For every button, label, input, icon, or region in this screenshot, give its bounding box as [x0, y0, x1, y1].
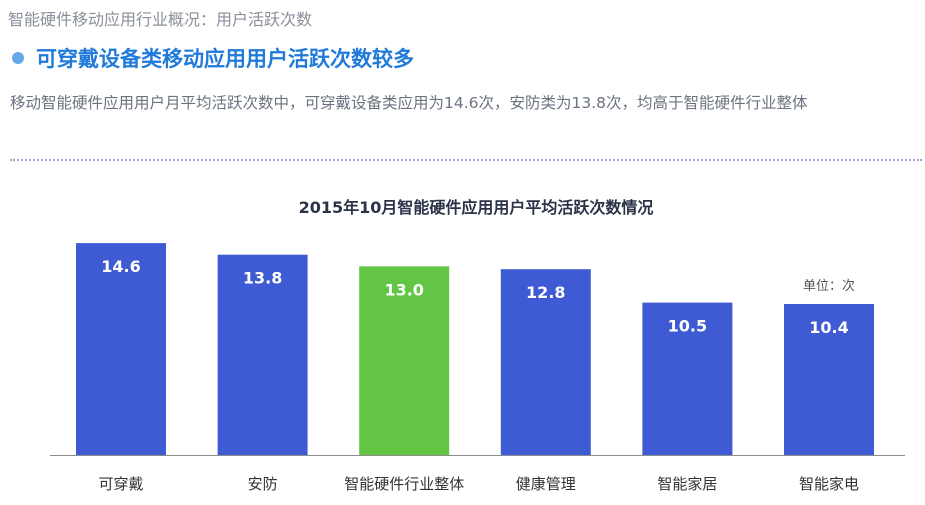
category-label-5: 智能家居: [657, 475, 717, 493]
chart-title: 2015年10月智能硬件应用用户平均活跃次数情况: [299, 198, 654, 217]
category-label-4: 健康管理: [516, 475, 576, 493]
bar-value-label-1: 14.6: [101, 257, 140, 276]
bar-value-label-2: 13.8: [243, 269, 282, 288]
page-headline: 可穿戴设备类移动应用用户活跃次数较多: [36, 47, 414, 71]
category-label-1: 可穿戴: [98, 475, 143, 493]
bar-6: [784, 304, 874, 455]
dotted-divider: [10, 159, 922, 161]
bullet-dot-icon: [12, 52, 24, 64]
bar-5: [642, 302, 733, 455]
bar-value-label-3: 13.0: [384, 280, 423, 299]
bar-value-label-6: 10.4: [809, 318, 848, 337]
breadcrumb: 智能硬件移动应用行业概况：用户活跃次数: [8, 10, 313, 29]
bars-group: 14.6 可穿戴 13.8 安防 13.0 智能硬件行业整体 12.8 健康管理 10.5 智能家…: [76, 243, 874, 493]
bar-value-label-5: 10.5: [668, 317, 707, 336]
bar-3: [359, 266, 450, 455]
category-label-2: 安防: [248, 475, 278, 493]
summary-text: 移动智能硬件应用用户月平均活跃次数中，可穿戴设备类应用为14.6次，安防类为13…: [10, 94, 808, 112]
headline-row: 可穿戴设备类移动应用用户活跃次数较多: [12, 44, 414, 72]
bar-2: [217, 254, 308, 455]
bar-4: [500, 269, 591, 455]
unit-label: 单位：次: [803, 278, 855, 294]
bar-value-label-4: 12.8: [526, 283, 565, 302]
bar-1: [76, 243, 166, 455]
category-label-3: 智能硬件行业整体: [344, 475, 464, 493]
category-label-6: 智能家电: [799, 475, 859, 493]
